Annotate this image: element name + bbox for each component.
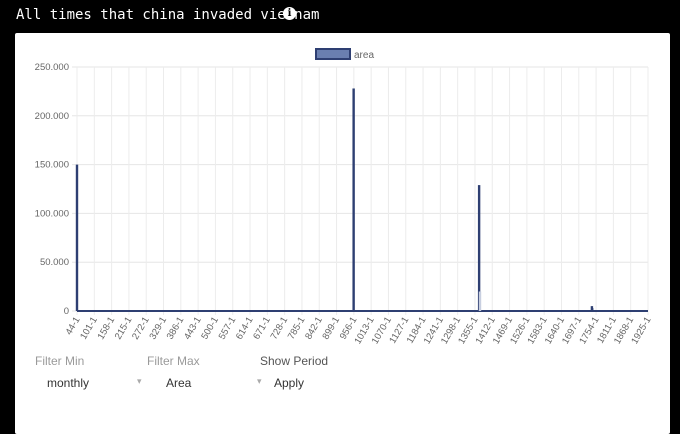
chart-card: 250.000 200.000 150.000 100.000 50.000 0 44-1 1… (15, 33, 670, 434)
y-tick-label: 0 (64, 306, 69, 317)
data-bar (478, 291, 482, 311)
filter-max-label: Filter Max (147, 354, 200, 368)
data-bar (352, 88, 355, 311)
legend-label: area (354, 50, 374, 61)
y-tick-label: 250.000 (35, 62, 69, 73)
title-bar: All times that china invaded vietnam i (0, 0, 680, 32)
y-tick-label: 150.000 (35, 160, 69, 171)
filter-min-label: Filter Min (35, 354, 85, 368)
area-chart: 250.000200.000150.000100.00050.000044-11… (35, 48, 654, 346)
page-title: All times that china invaded vietnam (16, 7, 320, 23)
legend-swatch (315, 48, 351, 60)
period-select[interactable]: monthly (47, 376, 90, 390)
info-icon[interactable]: i (283, 7, 296, 20)
y-tick-label: 200.000 (35, 111, 69, 122)
filter-select[interactable]: Area (166, 376, 192, 390)
show-period-label: Show Period (260, 354, 329, 368)
y-tick-label: 100.000 (35, 208, 69, 219)
filter-chevron-down-icon[interactable]: ▾ (257, 377, 262, 387)
apply-button[interactable]: Apply (274, 376, 305, 390)
data-bar (477, 185, 481, 311)
period-chevron-down-icon[interactable]: ▾ (137, 377, 142, 387)
data-bar (590, 308, 594, 311)
data-bar (75, 164, 79, 311)
filter-controls: Filter Min Filter Max Show Period monthl… (15, 351, 670, 401)
y-tick-label: 50.000 (40, 257, 69, 268)
